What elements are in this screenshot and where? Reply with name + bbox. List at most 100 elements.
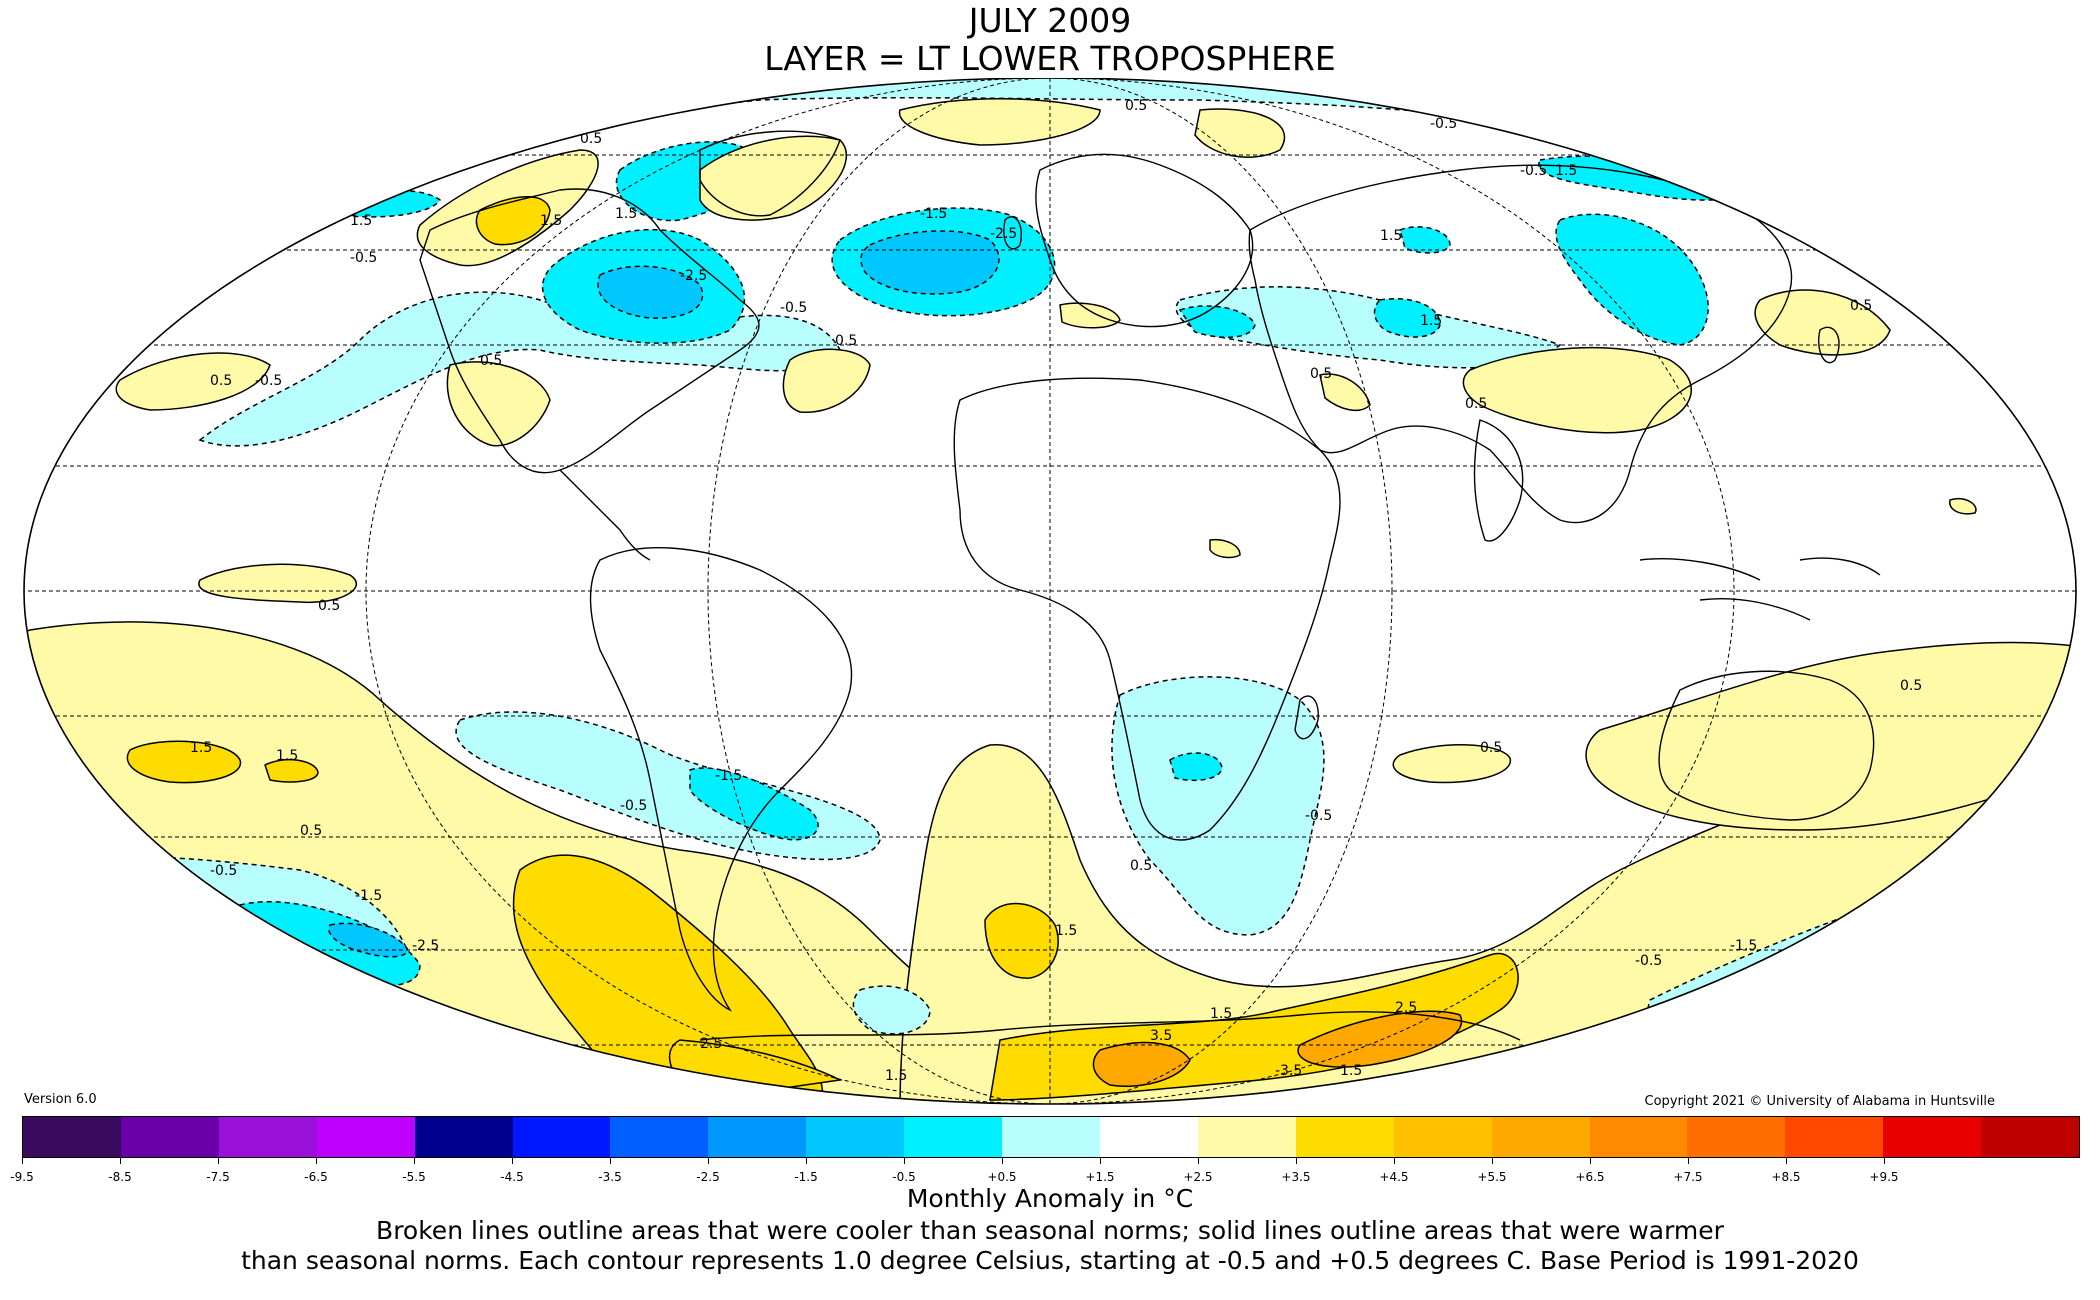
colorbar-swatch xyxy=(904,1117,1003,1157)
central-america-outline xyxy=(559,469,651,561)
colorbar-swatch xyxy=(120,1117,219,1157)
map-title: JULY 2009 xyxy=(968,1,1132,40)
anomaly-region-cool-strong xyxy=(237,901,421,987)
colorbar-tick-label: +5.5 xyxy=(1477,1170,1507,1184)
anomaly-region-warm xyxy=(446,361,551,447)
anomaly-region-cool-strong xyxy=(1178,305,1256,339)
anomaly-region-warm xyxy=(782,348,871,414)
colorbar-tick-label: +8.5 xyxy=(1771,1170,1801,1184)
contour-label: -1.5 xyxy=(920,206,947,222)
contour-label: -2.5 xyxy=(990,226,1017,242)
colorbar-tick-label: +9.5 xyxy=(1869,1170,1899,1184)
contour-label: -0.5 xyxy=(1520,163,1547,179)
colorbar-swatch xyxy=(1883,1117,1982,1157)
contour-label: 3.5 xyxy=(1150,1028,1172,1044)
anomaly-region-cool-strong xyxy=(689,767,819,841)
contour-label: -1.5 xyxy=(715,768,742,784)
colorbar-swatch xyxy=(610,1117,709,1157)
anomaly-region-warm xyxy=(1392,744,1511,784)
colorbar-tick-label: -8.5 xyxy=(108,1170,132,1184)
colorbar-swatch xyxy=(1393,1117,1492,1157)
colorbar-tick xyxy=(708,1158,709,1164)
contour-label: 1.5 xyxy=(540,213,562,229)
colorbar-tick-label: +1.5 xyxy=(1085,1170,1115,1184)
contour-label: 0.5 xyxy=(1900,678,1922,694)
colorbar-tick xyxy=(1590,1158,1591,1164)
colorbar-swatch xyxy=(1687,1117,1786,1157)
anomaly-region-warm xyxy=(1754,289,1891,356)
colorbar-units-label: Monthly Anomaly in °C xyxy=(906,1184,1194,1213)
india-outline xyxy=(1473,419,1524,542)
anomaly-region-warm xyxy=(898,98,1101,146)
anomaly-region-warm xyxy=(1462,346,1692,434)
contour-label: -0.5 xyxy=(1305,808,1332,824)
colorbar-tick xyxy=(512,1158,513,1164)
contour-label: 0.5 xyxy=(480,353,502,369)
colorbar-tick-label: -3.5 xyxy=(598,1170,622,1184)
contour-label: -0.5 xyxy=(210,863,237,879)
map-subtitle: LAYER = LT LOWER TROPOSPHERE xyxy=(764,39,1336,78)
colorbar-swatch xyxy=(806,1117,905,1157)
colorbar-tick-label: -4.5 xyxy=(500,1170,524,1184)
anomaly-region-warm xyxy=(198,563,358,604)
anomaly-region-cool-strongest xyxy=(860,230,1000,295)
africa-outline xyxy=(953,377,1341,841)
antarctica-outline xyxy=(699,1011,1521,1041)
contour-label: 0.5 xyxy=(300,823,322,839)
contour-label: 2.5 xyxy=(1395,1000,1417,1016)
colorbar-ticks: -9.5 -8.5 -7.5 -6.5 -5.5 -4.5 -3.5 -2.5 -1.5 -0.5… xyxy=(0,1158,2100,1188)
colorbar-tick-label: -0.5 xyxy=(892,1170,916,1184)
explanatory-note-line1: Broken lines outline areas that were coo… xyxy=(376,1216,1724,1245)
south-america-outline xyxy=(589,546,853,1012)
colorbar-tick-label: +3.5 xyxy=(1281,1170,1311,1184)
contour-label: 1.5 xyxy=(885,1068,907,1084)
contour-label: -0.5 xyxy=(620,798,647,814)
colorbar-tick xyxy=(610,1158,611,1164)
north-america-outline xyxy=(419,188,760,474)
anomaly-region-warm-strong xyxy=(475,196,551,246)
contour-label: 0.5 xyxy=(210,373,232,389)
colorbar-tick xyxy=(1884,1158,1885,1164)
colorbar-tick xyxy=(904,1158,905,1164)
anomaly-region-warm-strong xyxy=(512,854,824,1104)
greenland-outline xyxy=(699,130,841,217)
contour-label: -0.5 xyxy=(350,250,377,266)
anomaly-region-warm-strong xyxy=(264,758,319,783)
japan-outline xyxy=(1818,326,1840,364)
contour-label: 1.5 xyxy=(615,206,637,222)
colorbar-tick-label: -7.5 xyxy=(206,1170,230,1184)
colorbar-swatch xyxy=(1099,1117,1198,1157)
new-zealand-outline xyxy=(1949,836,1977,891)
contour-label: 0.5 xyxy=(318,598,340,614)
anomaly-map: 0.5 -0.5 0.5 1.5 1.5 -0.5 1.5 -1.5 -2.5 … xyxy=(23,78,2077,1105)
colorbar-tick-label: -1.5 xyxy=(794,1170,818,1184)
anomaly-region-warm xyxy=(115,352,271,411)
contour-label: 0.5 xyxy=(1480,740,1502,756)
contour-label: 0.5 xyxy=(580,131,602,147)
colorbar-swatch xyxy=(23,1117,121,1157)
anomaly-region-warm-strong xyxy=(126,740,242,784)
contour-label: 1.5 xyxy=(1420,313,1442,329)
copyright-label: Copyright 2021 © University of Alabama i… xyxy=(1644,1094,1995,1109)
anomaly-region-cool xyxy=(852,985,931,1035)
anomaly-region-warm-strong xyxy=(984,903,1059,979)
colorbar-tick xyxy=(1786,1158,1787,1164)
colorbar-swatch xyxy=(1295,1117,1394,1157)
version-label: Version 6.0 xyxy=(24,1092,97,1107)
contour-label: 1.5 xyxy=(1210,1006,1232,1022)
colorbar-tick xyxy=(316,1158,317,1164)
colorbar-tick xyxy=(1296,1158,1297,1164)
colorbar-tick xyxy=(1100,1158,1101,1164)
europe-outline xyxy=(1035,153,1254,328)
colorbar-swatch xyxy=(218,1117,317,1157)
contour-label: -1.5 xyxy=(1730,938,1757,954)
colorbar-tick-label: +2.5 xyxy=(1183,1170,1213,1184)
colorbar-swatch xyxy=(1002,1117,1100,1157)
colorbar-tick-label: +7.5 xyxy=(1673,1170,1703,1184)
graticule xyxy=(24,78,2076,1104)
asia-outline xyxy=(1248,164,1793,524)
contour-label: -2.5 xyxy=(680,268,707,284)
anomaly-region-cool-strong xyxy=(1169,752,1223,781)
colorbar-tick xyxy=(218,1158,219,1164)
madagascar-outline xyxy=(1294,695,1319,740)
